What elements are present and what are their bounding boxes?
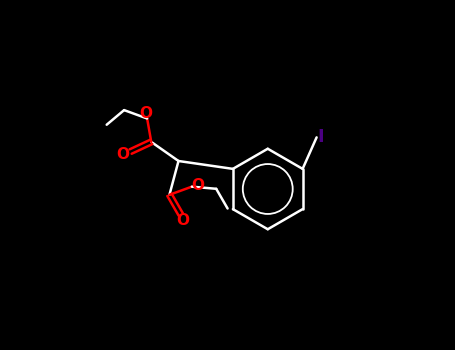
Text: I: I <box>318 128 324 146</box>
Text: O: O <box>116 147 129 162</box>
Text: O: O <box>191 178 204 193</box>
Text: O: O <box>176 213 189 228</box>
Text: O: O <box>139 106 152 121</box>
